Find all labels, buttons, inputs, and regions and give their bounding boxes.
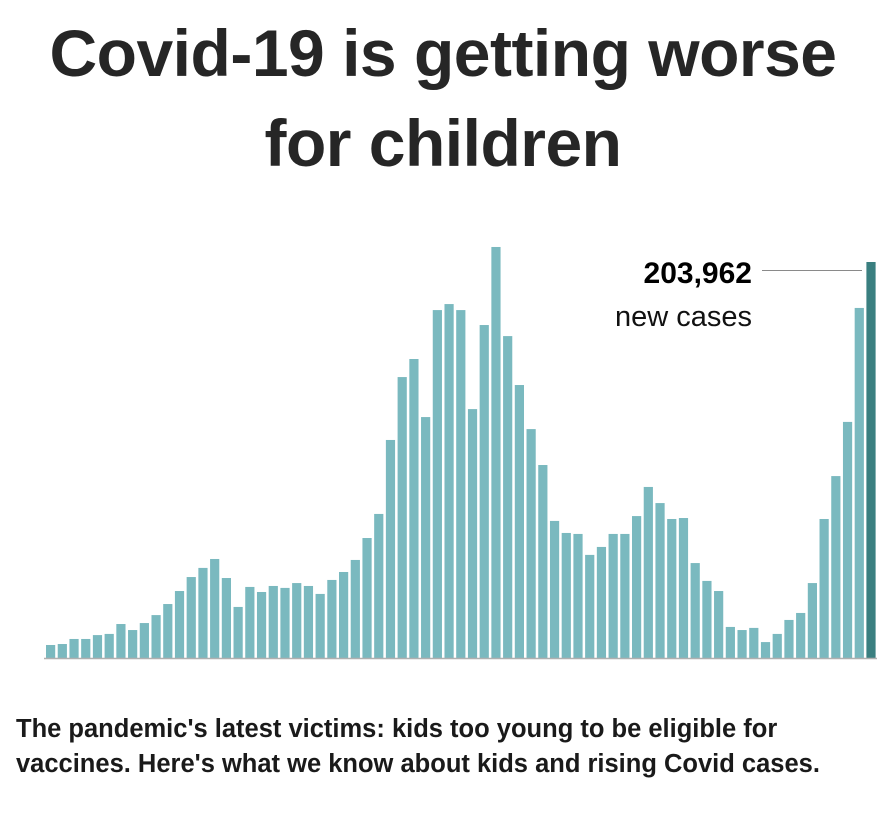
bar — [702, 580, 712, 658]
bar — [151, 615, 161, 658]
bar — [772, 633, 782, 658]
bar — [280, 587, 290, 658]
bar — [620, 533, 630, 658]
bar-chart: 203,962 new cases — [44, 246, 877, 660]
bar — [163, 604, 173, 658]
bar — [807, 583, 817, 658]
bar — [538, 465, 548, 658]
bar — [81, 638, 91, 658]
bar — [514, 385, 524, 658]
bar — [479, 325, 489, 658]
bar — [796, 612, 806, 658]
bar — [409, 359, 419, 658]
bar — [678, 518, 689, 658]
bar — [432, 310, 442, 658]
bar — [374, 513, 384, 658]
bar — [456, 310, 466, 658]
bar — [139, 623, 149, 658]
bar — [104, 633, 114, 658]
bar — [186, 577, 196, 658]
bar — [116, 624, 126, 658]
bar — [760, 642, 771, 658]
bar — [467, 409, 478, 658]
bar — [315, 593, 325, 658]
bar — [585, 554, 595, 658]
bar — [667, 518, 677, 658]
bar — [57, 644, 67, 658]
bar — [256, 591, 267, 658]
bar — [643, 486, 653, 658]
bar — [292, 583, 302, 658]
bar — [854, 307, 864, 658]
bar — [327, 579, 337, 658]
caption: The pandemic's latest victims: kids too … — [16, 715, 820, 778]
bar — [174, 591, 185, 658]
bar — [92, 635, 103, 658]
bar — [714, 591, 724, 658]
bar — [46, 644, 56, 658]
bar — [819, 518, 829, 658]
bar — [549, 520, 560, 658]
chart-title: Covid-19 is getting worse for children — [49, 16, 837, 180]
bar — [350, 559, 360, 658]
bar — [596, 546, 607, 658]
bar — [221, 578, 231, 658]
bar — [573, 533, 583, 658]
bar — [561, 532, 571, 658]
bar — [725, 626, 735, 658]
bar — [210, 558, 220, 658]
bar — [198, 567, 208, 658]
bar — [233, 606, 243, 658]
bar — [503, 336, 513, 658]
bar — [421, 417, 431, 658]
bar — [303, 585, 314, 658]
bar — [608, 533, 618, 658]
bar — [632, 516, 642, 658]
bar — [444, 304, 454, 658]
bar — [749, 627, 759, 658]
bar — [245, 586, 255, 658]
bar-latest — [866, 262, 876, 658]
bar — [655, 503, 665, 658]
bar — [339, 571, 349, 658]
bar — [69, 638, 79, 658]
annotation-value-label: 203,962 — [644, 257, 752, 290]
bar — [385, 439, 396, 658]
bar — [362, 538, 372, 658]
annotation-text: new cases — [615, 301, 752, 333]
bar — [397, 377, 407, 658]
bar — [737, 630, 747, 658]
bar — [268, 585, 278, 658]
bar — [128, 630, 138, 658]
bar — [526, 429, 536, 658]
bar — [831, 476, 841, 658]
bars-group — [46, 246, 876, 659]
bar — [491, 246, 501, 659]
bar — [784, 619, 794, 658]
bar — [690, 563, 700, 658]
bar — [842, 421, 853, 658]
